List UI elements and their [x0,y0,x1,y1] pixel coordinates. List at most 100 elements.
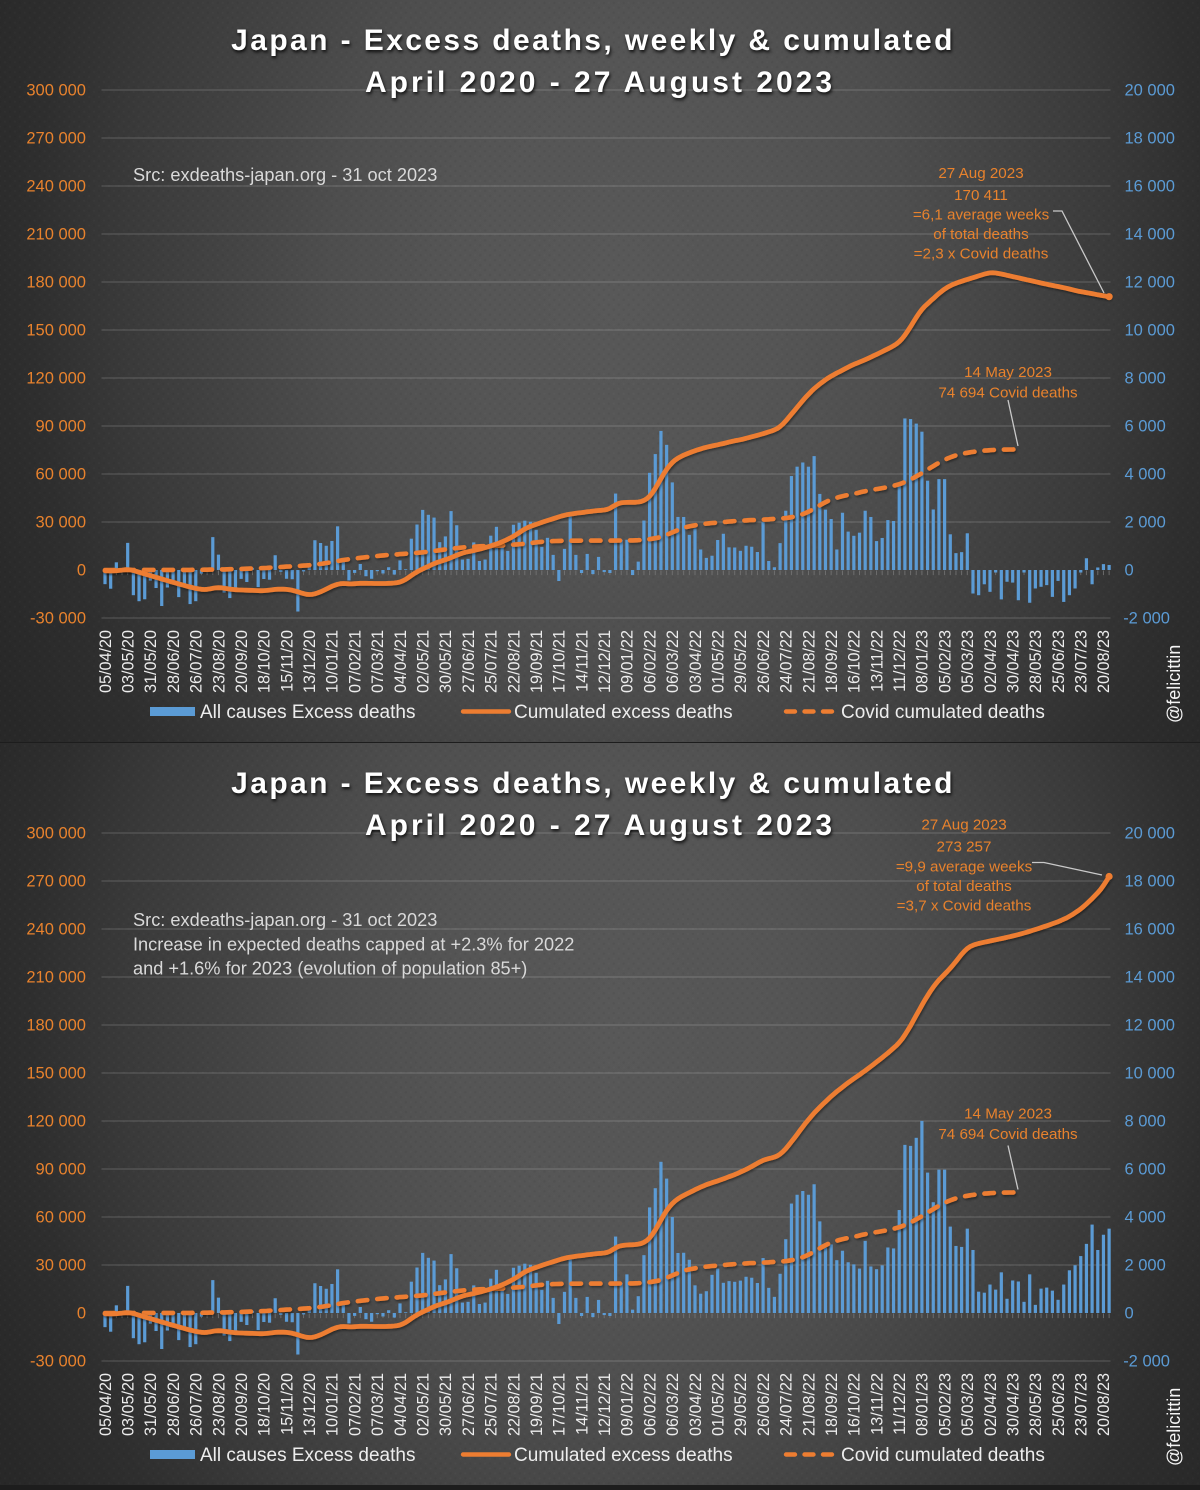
svg-text:20/09/20: 20/09/20 [233,630,251,693]
svg-text:26/07/20: 26/07/20 [188,1373,206,1436]
svg-text:18 000: 18 000 [1125,130,1175,148]
svg-text:April 2020 - 27 August 2023: April 2020 - 27 August 2023 [365,809,835,842]
svg-text:6 000: 6 000 [1125,1161,1166,1179]
svg-text:25/06/23: 25/06/23 [1050,630,1068,693]
svg-text:04/04/21: 04/04/21 [392,1373,410,1436]
svg-text:02/05/21: 02/05/21 [415,630,433,693]
svg-text:6 000: 6 000 [1125,418,1166,436]
svg-text:05/04/20: 05/04/20 [97,630,115,693]
svg-text:Increase in expected deaths ca: Increase in expected deaths capped at +2… [133,935,574,955]
svg-text:273 257: 273 257 [937,839,992,856]
svg-text:90 000: 90 000 [36,418,86,436]
svg-text:07/03/21: 07/03/21 [369,630,387,693]
svg-text:12 000: 12 000 [1125,274,1175,292]
svg-text:300 000: 300 000 [26,825,86,843]
svg-text:23/08/20: 23/08/20 [210,1373,228,1436]
svg-text:03/05/20: 03/05/20 [120,1373,138,1436]
svg-text:0: 0 [1125,1305,1134,1323]
svg-text:14 000: 14 000 [1125,969,1175,987]
svg-text:12/12/21: 12/12/21 [596,630,614,693]
svg-text:16/10/22: 16/10/22 [846,1373,864,1436]
svg-text:01/05/22: 01/05/22 [710,630,728,693]
svg-text:150 000: 150 000 [26,322,86,340]
svg-text:08/01/23: 08/01/23 [914,630,932,693]
svg-text:20/08/23: 20/08/23 [1095,1373,1113,1436]
svg-text:01/05/22: 01/05/22 [710,1373,728,1436]
svg-text:30/04/23: 30/04/23 [1005,1373,1023,1436]
svg-text:12/12/21: 12/12/21 [596,1373,614,1436]
svg-text:20 000: 20 000 [1125,825,1175,843]
svg-text:=6,1 average weeks: =6,1 average weeks [913,207,1050,224]
svg-text:@felicittin: @felicittin [1164,1388,1184,1466]
svg-text:07/02/21: 07/02/21 [346,1373,364,1436]
svg-text:-2 000: -2 000 [1123,610,1170,628]
svg-text:10 000: 10 000 [1125,322,1175,340]
svg-text:Covid cumulated deaths: Covid cumulated deaths [841,1445,1045,1466]
svg-text:23/07/23: 23/07/23 [1073,1373,1091,1436]
svg-text:15/11/20: 15/11/20 [278,1373,296,1435]
svg-text:06/02/22: 06/02/22 [641,630,659,693]
svg-text:90 000: 90 000 [36,1161,86,1179]
svg-text:10/01/21: 10/01/21 [324,630,342,693]
svg-text:Cumulated excess deaths: Cumulated excess deaths [514,1445,733,1466]
svg-text:14 000: 14 000 [1125,226,1175,244]
svg-text:25/06/23: 25/06/23 [1050,1373,1068,1436]
svg-text:270 000: 270 000 [26,873,86,891]
svg-text:27 Aug 2023: 27 Aug 2023 [938,165,1023,182]
svg-text:10/01/21: 10/01/21 [324,1373,342,1436]
svg-text:28/05/23: 28/05/23 [1027,630,1045,693]
svg-text:26/07/20: 26/07/20 [188,630,206,693]
svg-text:29/05/22: 29/05/22 [732,1373,750,1436]
svg-text:4 000: 4 000 [1125,1209,1166,1227]
svg-text:240 000: 240 000 [26,178,86,196]
svg-text:12 000: 12 000 [1125,1017,1175,1035]
svg-text:28/05/23: 28/05/23 [1027,1373,1045,1436]
svg-text:4 000: 4 000 [1125,466,1166,484]
svg-text:8 000: 8 000 [1125,370,1166,388]
svg-text:18/10/20: 18/10/20 [256,630,274,693]
svg-text:24/07/22: 24/07/22 [778,1373,796,1436]
svg-text:=2,3 x Covid deaths: =2,3 x Covid deaths [914,246,1049,263]
svg-text:03/04/22: 03/04/22 [687,1373,705,1436]
svg-text:All causes Excess deaths: All causes Excess deaths [200,1445,415,1466]
svg-text:14/11/21: 14/11/21 [573,630,591,692]
svg-text:0: 0 [77,1305,86,1323]
svg-text:02/04/23: 02/04/23 [982,1373,1000,1436]
svg-text:74 694 Covid deaths: 74 694 Covid deaths [938,1126,1078,1143]
svg-text:=3,7 x Covid deaths: =3,7 x Covid deaths [897,898,1032,915]
svg-text:03/04/22: 03/04/22 [687,630,705,693]
svg-text:Covid cumulated deaths: Covid cumulated deaths [841,702,1045,723]
svg-text:09/01/22: 09/01/22 [619,630,637,693]
svg-text:09/01/22: 09/01/22 [619,1373,637,1436]
svg-text:27 Aug 2023: 27 Aug 2023 [921,817,1006,834]
svg-text:06/03/22: 06/03/22 [664,630,682,693]
svg-text:Cumulated excess deaths: Cumulated excess deaths [514,702,733,723]
svg-text:07/03/21: 07/03/21 [369,1373,387,1436]
svg-text:60 000: 60 000 [36,466,86,484]
svg-text:8 000: 8 000 [1125,1113,1166,1131]
svg-text:11/12/22: 11/12/22 [891,1373,909,1435]
svg-text:20/09/20: 20/09/20 [233,1373,251,1436]
svg-text:13/11/22: 13/11/22 [868,630,886,692]
svg-text:180 000: 180 000 [26,1017,86,1035]
svg-text:02/04/23: 02/04/23 [982,630,1000,693]
svg-text:05/04/20: 05/04/20 [97,1373,115,1436]
svg-text:17/10/21: 17/10/21 [551,1373,569,1436]
svg-text:05/02/23: 05/02/23 [936,1373,954,1436]
svg-text:74 694 Covid deaths: 74 694 Covid deaths [938,385,1078,402]
svg-text:Src: exdeaths-japan.org - 31 o: Src: exdeaths-japan.org - 31 oct 2023 [133,910,437,930]
svg-text:16/10/22: 16/10/22 [846,630,864,693]
svg-text:Src: exdeaths-japan.org - 31 o: Src: exdeaths-japan.org - 31 oct 2023 [133,165,437,185]
svg-text:11/12/22: 11/12/22 [891,630,909,692]
svg-text:16 000: 16 000 [1125,921,1175,939]
svg-text:170 411: 170 411 [954,187,1008,204]
svg-text:28/06/20: 28/06/20 [165,1373,183,1436]
svg-text:All causes Excess deaths: All causes Excess deaths [200,702,415,723]
svg-text:05/02/23: 05/02/23 [936,630,954,693]
svg-text:20 000: 20 000 [1125,82,1175,100]
svg-text:28/06/20: 28/06/20 [165,630,183,693]
svg-text:31/05/20: 31/05/20 [142,630,160,693]
svg-text:10 000: 10 000 [1125,1065,1175,1083]
svg-text:of total deaths: of total deaths [933,226,1029,243]
svg-text:2 000: 2 000 [1125,1257,1166,1275]
